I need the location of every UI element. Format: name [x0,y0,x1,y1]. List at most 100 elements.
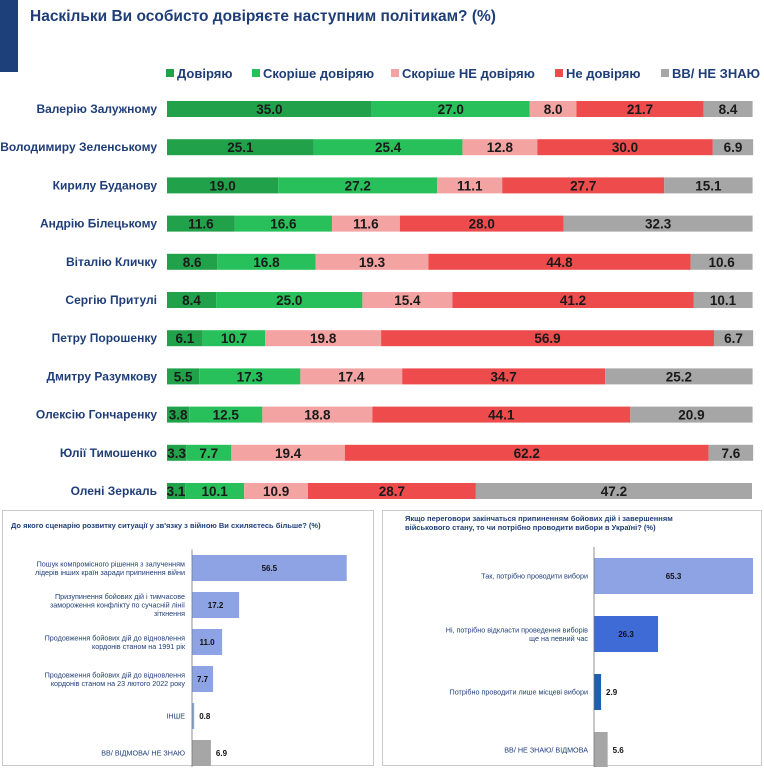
data-label: 16.8 [253,255,280,270]
main-chart-area: Наскільки Ви особисто довіряєте наступни… [0,0,760,499]
bar-segment [167,292,217,308]
page-title: Наскільки Ви особисто довіряєте наступни… [30,8,496,25]
bar-segment [167,444,187,461]
data-label: 5.6 [613,746,625,755]
data-label: 10.6 [708,255,735,270]
data-label: 15.4 [394,293,421,308]
bar-segment [708,444,754,461]
data-label: 27.7 [570,178,596,193]
bar-segment [231,444,345,461]
bar [192,629,223,655]
data-label: 41.2 [560,293,586,308]
data-label: 19.0 [209,178,235,193]
data-label: 2.9 [606,688,618,697]
bar-segment [399,215,564,232]
data-label: 32.3 [645,217,672,232]
data-label: 19.8 [310,331,337,346]
bar-segment [167,101,372,117]
scenario-chart-title: До якого сценарію розвитку ситуації у зв… [11,521,321,530]
data-label: 7.6 [722,446,741,461]
category-label: Ні, потрібно відкласти проведення виборі… [446,625,589,643]
bar-segment [278,177,438,194]
scenario-bar-chart: Пошук компромісного рішення з залученням… [35,549,347,767]
category-label: Продовження бойових дій до відновлення ко… [45,670,186,688]
data-label: 10.7 [221,331,247,346]
legend-label-2: Скоріше довіряю [263,66,374,81]
category-label: Призупинення бойових дій і тимчасове замо… [50,592,185,618]
bar-segment [402,368,606,385]
data-label: 8.6 [183,255,202,270]
category-label: Юлії Тимошенко [60,446,157,460]
legend-label-4: Не довіряю [566,66,640,81]
bar-segment [452,292,694,308]
category-label: ВВ/ ВІДМОВА/ НЕ ЗНАЮ [101,749,185,758]
bar [594,674,602,710]
data-label: 12.5 [213,408,240,423]
bar-segment [189,406,263,423]
category-label: Олені Зеркаль [71,484,157,498]
data-label: 16.6 [270,217,297,232]
data-label: 12.8 [487,140,514,155]
data-label: 21.7 [627,102,653,117]
elections-chart-panel: Якщо переговори закінчаться припиненням … [382,510,762,767]
data-label: 35.0 [256,102,282,117]
bar-segment [167,177,279,194]
data-label: 0.8 [199,712,211,721]
bar-segment [199,368,301,385]
data-label: 27.0 [438,102,464,117]
data-label: 6.1 [175,331,194,346]
bar-segment [167,215,235,232]
bar-segment [630,406,753,423]
category-label: ВВ/ НЕ ЗНАЮ/ ВІДМОВА [504,746,588,755]
bar-segment [167,139,314,156]
bar-segment [186,444,232,461]
bar-segment [331,215,400,232]
bar-segment [381,330,714,347]
data-label: 28.0 [469,217,495,232]
bar-segment [262,406,373,423]
data-label: 25.0 [276,293,302,308]
bar-segment [371,101,530,117]
data-label: 11.1 [457,178,483,193]
category-label: Сергію Притулі [65,293,157,307]
bar-segment [362,292,453,308]
elections-chart-title: Якщо переговори закінчаться припиненням … [405,514,673,532]
bar-segment [712,139,754,156]
bar-segment [344,444,709,461]
bar [594,616,659,652]
category-label: Віталію Кличку [66,255,157,269]
data-label: 17.3 [237,369,264,384]
data-label: 25.1 [227,140,254,155]
bar-segment [313,139,463,156]
bar-segment [185,483,245,499]
bar-segment [529,101,577,117]
bar-segment [167,483,186,499]
category-label: Валерію Залужному [36,102,157,116]
bar-segment [300,368,403,385]
data-label: 25.4 [375,140,402,155]
bar-segment [234,215,332,232]
data-label: 18.8 [304,408,331,423]
legend-label-3: Скоріше НЕ довіряю [402,66,535,81]
bar-segment [428,253,691,270]
bar-segment [713,330,754,347]
data-label: 20.9 [678,408,704,423]
data-label: 44.8 [546,255,573,270]
data-label: 7.7 [199,446,218,461]
data-label: 56.5 [262,564,278,573]
bar [594,732,608,767]
category-label: Олексію Гончаренку [36,408,157,422]
legend-label-1: Довіряю [177,66,232,81]
bar-segment [167,330,203,347]
data-label: 56.9 [534,331,560,346]
bar-segment [693,292,753,308]
category-label: Петру Порошенку [52,331,158,345]
data-label: 47.2 [601,484,627,499]
elections-bar-chart: Так, потрібно проводити вибори 65.3 Ні, по… [446,547,753,767]
scenario-chart-panel: До якого сценарію розвитку ситуації у зв… [2,510,374,767]
bar-segment [537,139,713,156]
bar-segment [502,177,665,194]
data-label: 65.3 [666,572,682,581]
legend-swatch-3 [391,69,399,77]
data-label: 19.3 [359,255,386,270]
